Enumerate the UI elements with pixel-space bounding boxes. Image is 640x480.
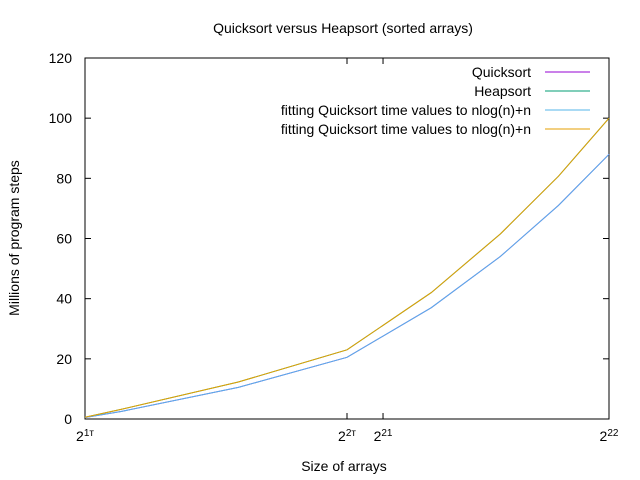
- legend-label: Heapsort: [474, 83, 531, 99]
- x-tick-base: 2: [76, 428, 84, 444]
- y-tick-label: 40: [56, 291, 72, 307]
- x-tick-exponent: 1т: [84, 428, 95, 439]
- x-tick-label: 22т: [338, 428, 356, 444]
- legend-label: fitting Quicksort time values to nlog(n)…: [281, 121, 531, 137]
- series-lines: [84, 117, 610, 418]
- x-tick-label: 221: [374, 428, 393, 444]
- y-axis: 0 20 40 60 80 100 120: [49, 50, 609, 427]
- legend-label: fitting Quicksort time values to nlog(n)…: [281, 102, 531, 118]
- legend: Quicksort Heapsort fitting Quicksort time …: [281, 64, 590, 137]
- series-line-2: [84, 153, 610, 418]
- series-line-1: [84, 117, 610, 418]
- x-tick-exponent: 21: [381, 428, 393, 439]
- y-tick-label: 0: [64, 411, 72, 427]
- x-tick-exponent: 22: [607, 428, 619, 439]
- x-tick-base: 2: [374, 428, 382, 444]
- x-axis-label: Size of arrays: [301, 458, 387, 474]
- x-tick-base: 2: [338, 428, 346, 444]
- series-line-0: [84, 153, 610, 418]
- y-tick-label: 20: [56, 351, 72, 367]
- x-tick-exponent: 2т: [346, 428, 357, 439]
- y-tick-label: 80: [56, 170, 72, 186]
- series-line-3: [84, 117, 610, 418]
- x-tick-label: 222: [600, 428, 619, 444]
- y-tick-label: 100: [49, 110, 73, 126]
- y-axis-label: Millions of program steps: [6, 160, 22, 316]
- y-tick-label: 120: [49, 50, 73, 66]
- y-tick-label: 60: [56, 231, 72, 247]
- x-axis: 21т 22т 221 222: [76, 58, 619, 444]
- x-tick-base: 2: [600, 428, 608, 444]
- x-tick-label: 21т: [76, 428, 94, 444]
- chart-title: Quicksort versus Heapsort (sorted arrays…: [213, 20, 473, 36]
- legend-label: Quicksort: [472, 64, 531, 80]
